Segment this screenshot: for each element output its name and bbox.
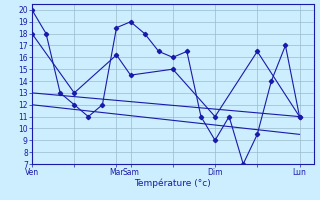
X-axis label: Température (°c): Température (°c) [134,179,211,188]
